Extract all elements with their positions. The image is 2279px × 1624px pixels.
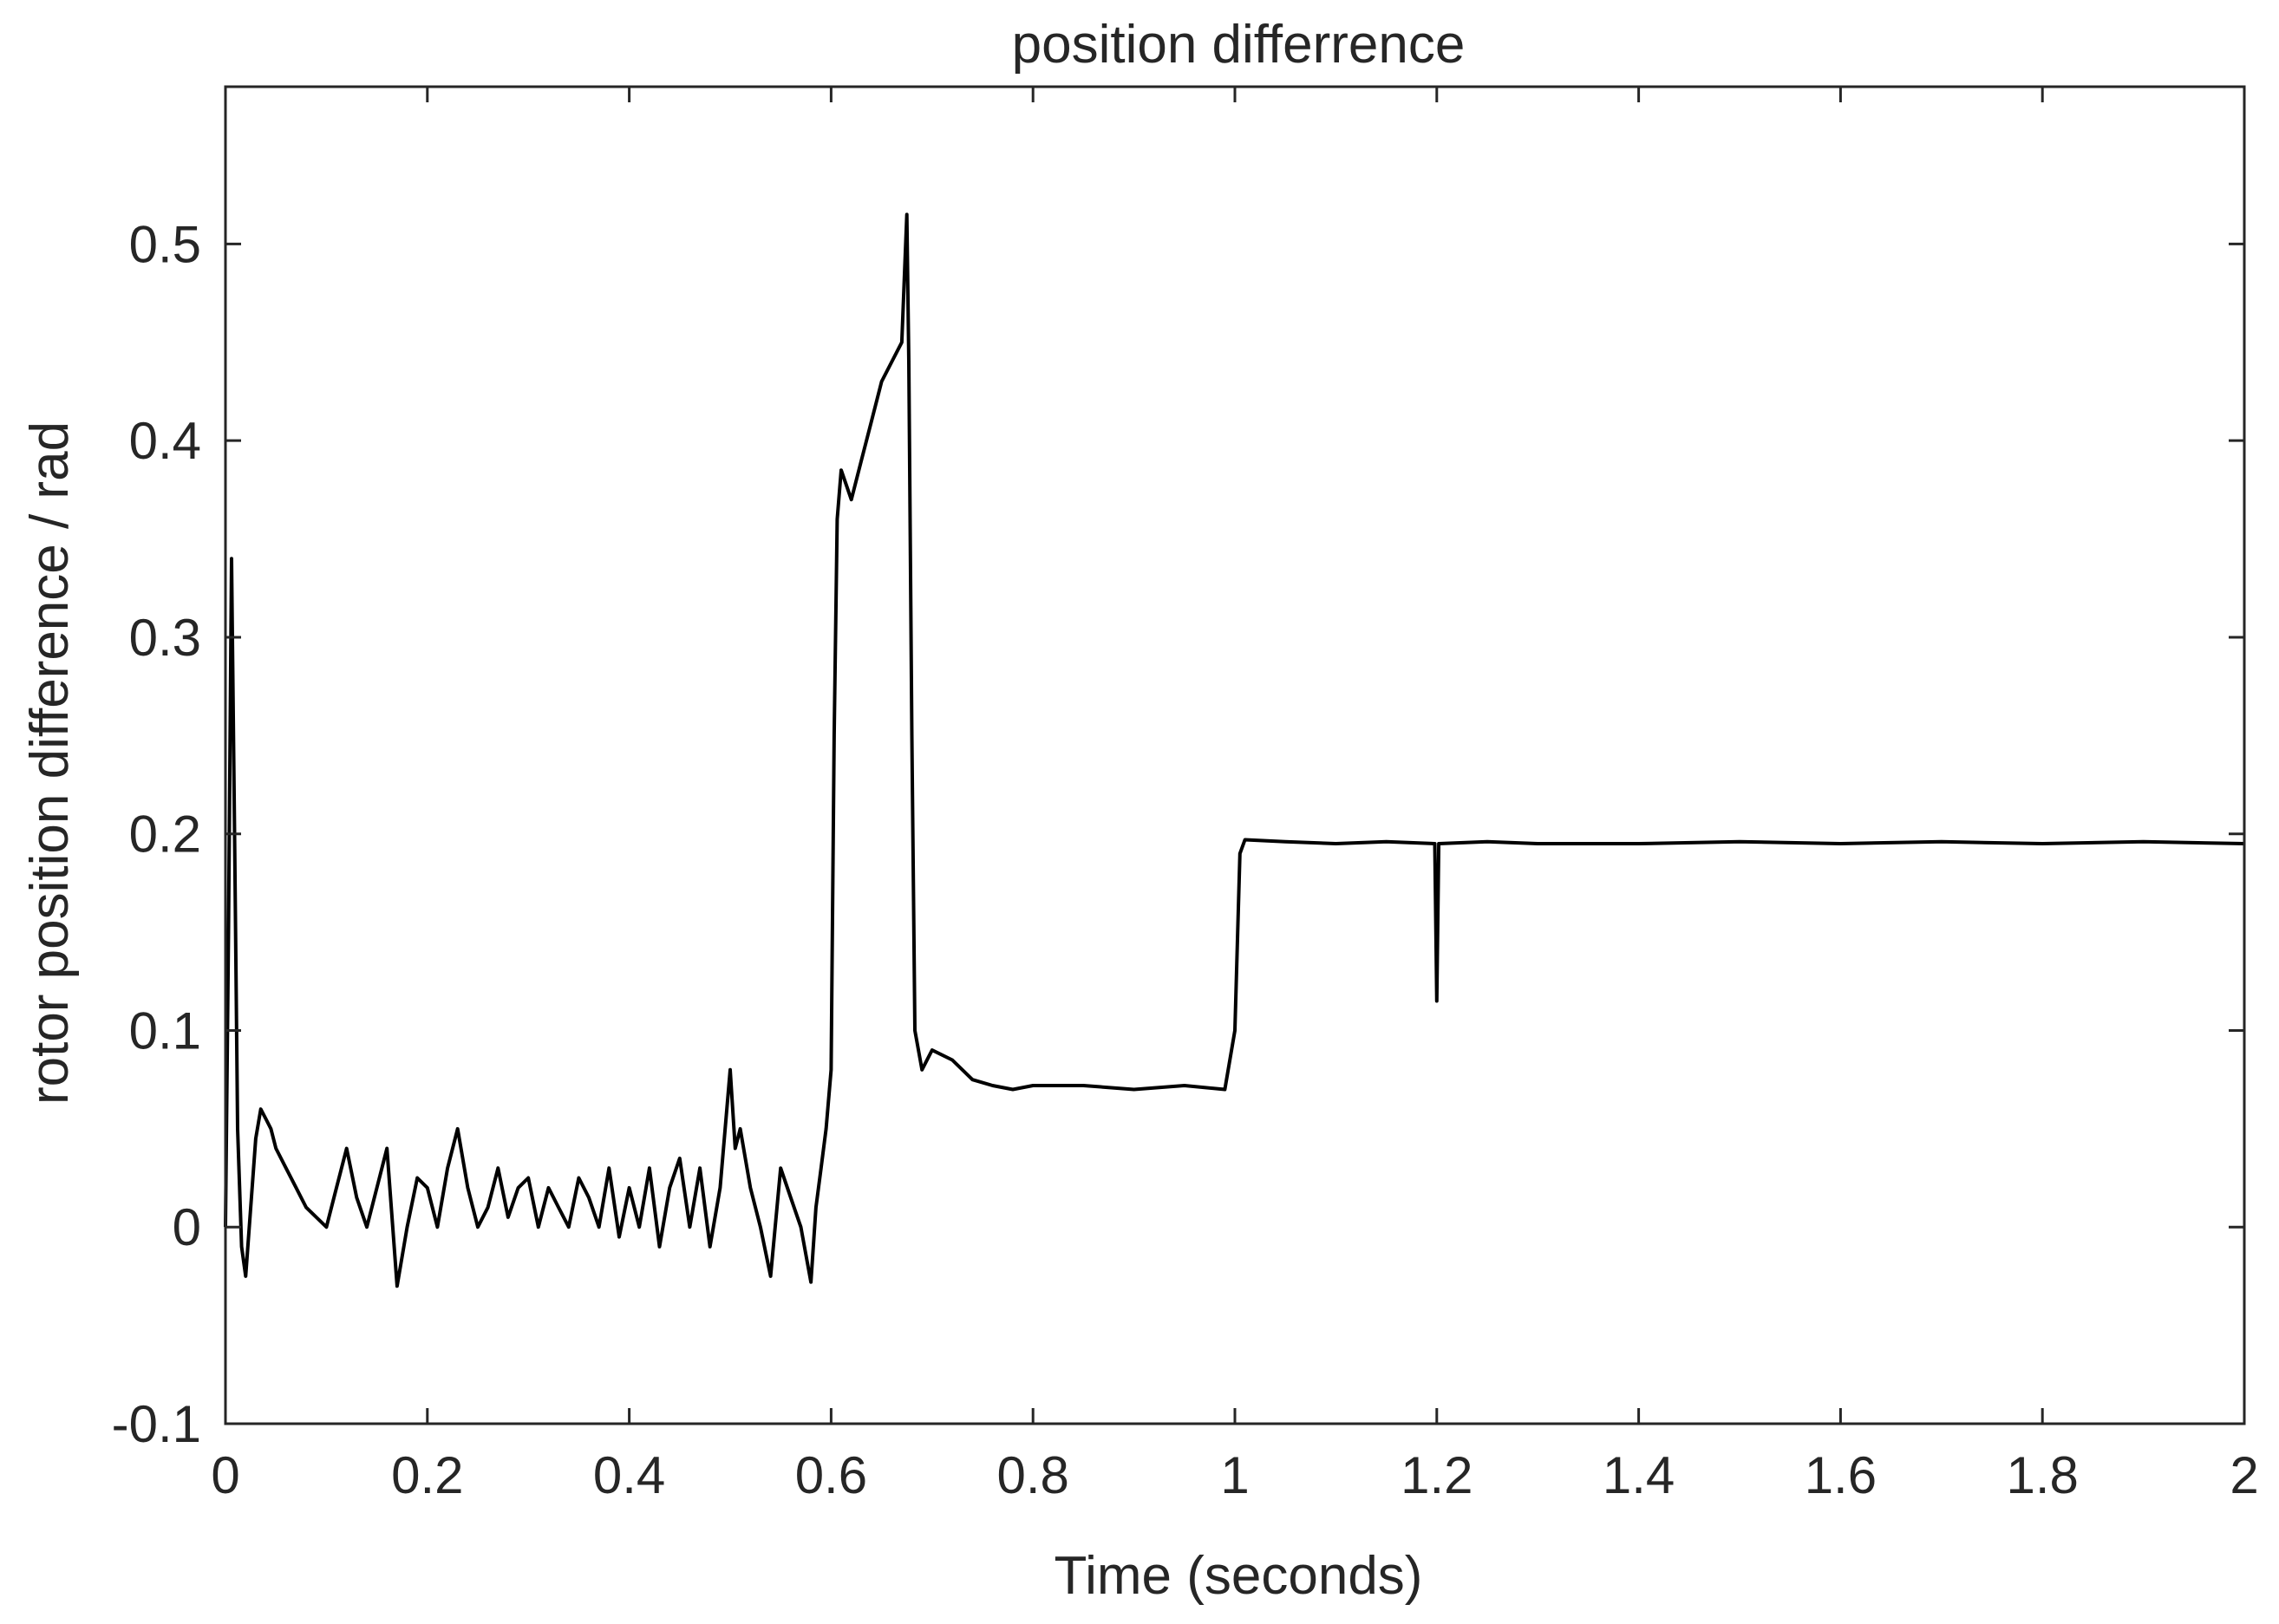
x-tick-label: 1.8 xyxy=(2006,1446,2078,1504)
y-tick-label: 0.1 xyxy=(129,1001,201,1060)
x-tick-label: 0.4 xyxy=(593,1446,665,1504)
x-tick-label: 1 xyxy=(1220,1446,1249,1504)
y-axis-label: rotor position difference / rad xyxy=(20,421,80,1105)
series-line-0 xyxy=(224,212,2245,1288)
y-tick-label: 0.2 xyxy=(129,805,201,864)
x-tick-label: 2 xyxy=(2230,1446,2258,1504)
x-tick-label: 0 xyxy=(211,1446,239,1504)
y-tick-label: 0.3 xyxy=(129,609,201,667)
x-tick-label: 1.4 xyxy=(1603,1446,1675,1504)
y-tick-label: 0.4 xyxy=(129,412,201,470)
chart-title: position differrence xyxy=(1012,15,1466,75)
x-tick-label: 0.2 xyxy=(391,1446,463,1504)
y-tick-label: -0.1 xyxy=(112,1395,201,1453)
x-tick-label: 1.2 xyxy=(1401,1446,1473,1504)
y-tick-label: 0.5 xyxy=(129,215,201,273)
y-tick-label: 0 xyxy=(173,1198,201,1256)
x-tick-label: 0.6 xyxy=(795,1446,867,1504)
x-tick-label: 0.8 xyxy=(996,1446,1068,1504)
tick-labels: 0 0.2 0.4 0.6 0.8 1 1.2 1.4 1.6 1.8 2-0.100.10.20.… xyxy=(112,215,2259,1504)
x-tick-label: 1.6 xyxy=(1805,1446,1877,1504)
x-axis-label: Time (seconds) xyxy=(1055,1546,1423,1606)
axis-ticks xyxy=(224,87,2246,1425)
